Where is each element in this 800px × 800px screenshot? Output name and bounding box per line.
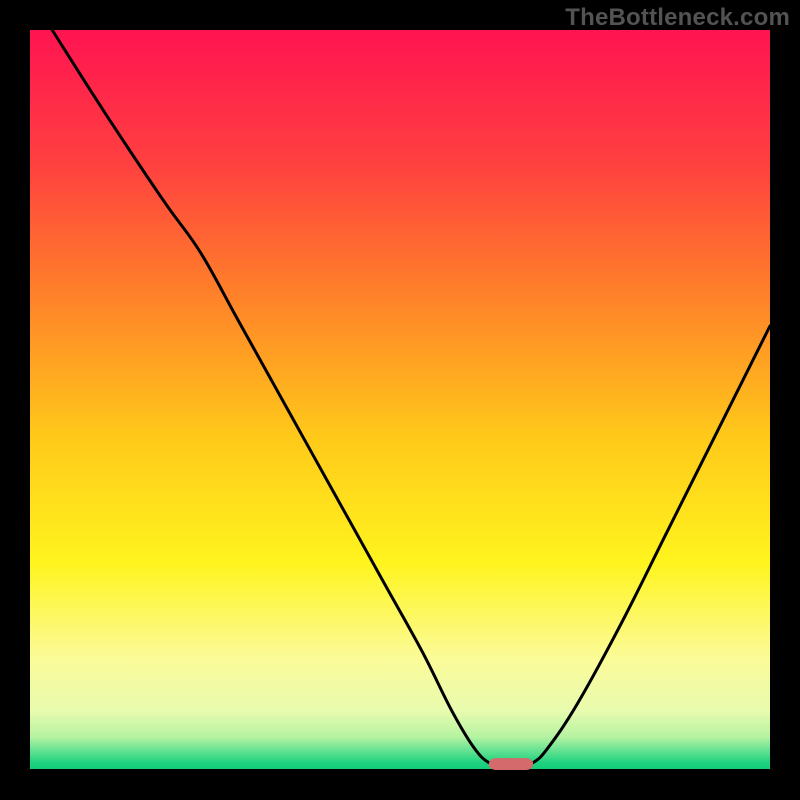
plot-background [30, 30, 770, 770]
bottleneck-chart [0, 0, 800, 800]
optimum-marker [489, 758, 533, 770]
watermark-text: TheBottleneck.com [565, 4, 790, 32]
chart-stage: TheBottleneck.com [0, 0, 800, 800]
